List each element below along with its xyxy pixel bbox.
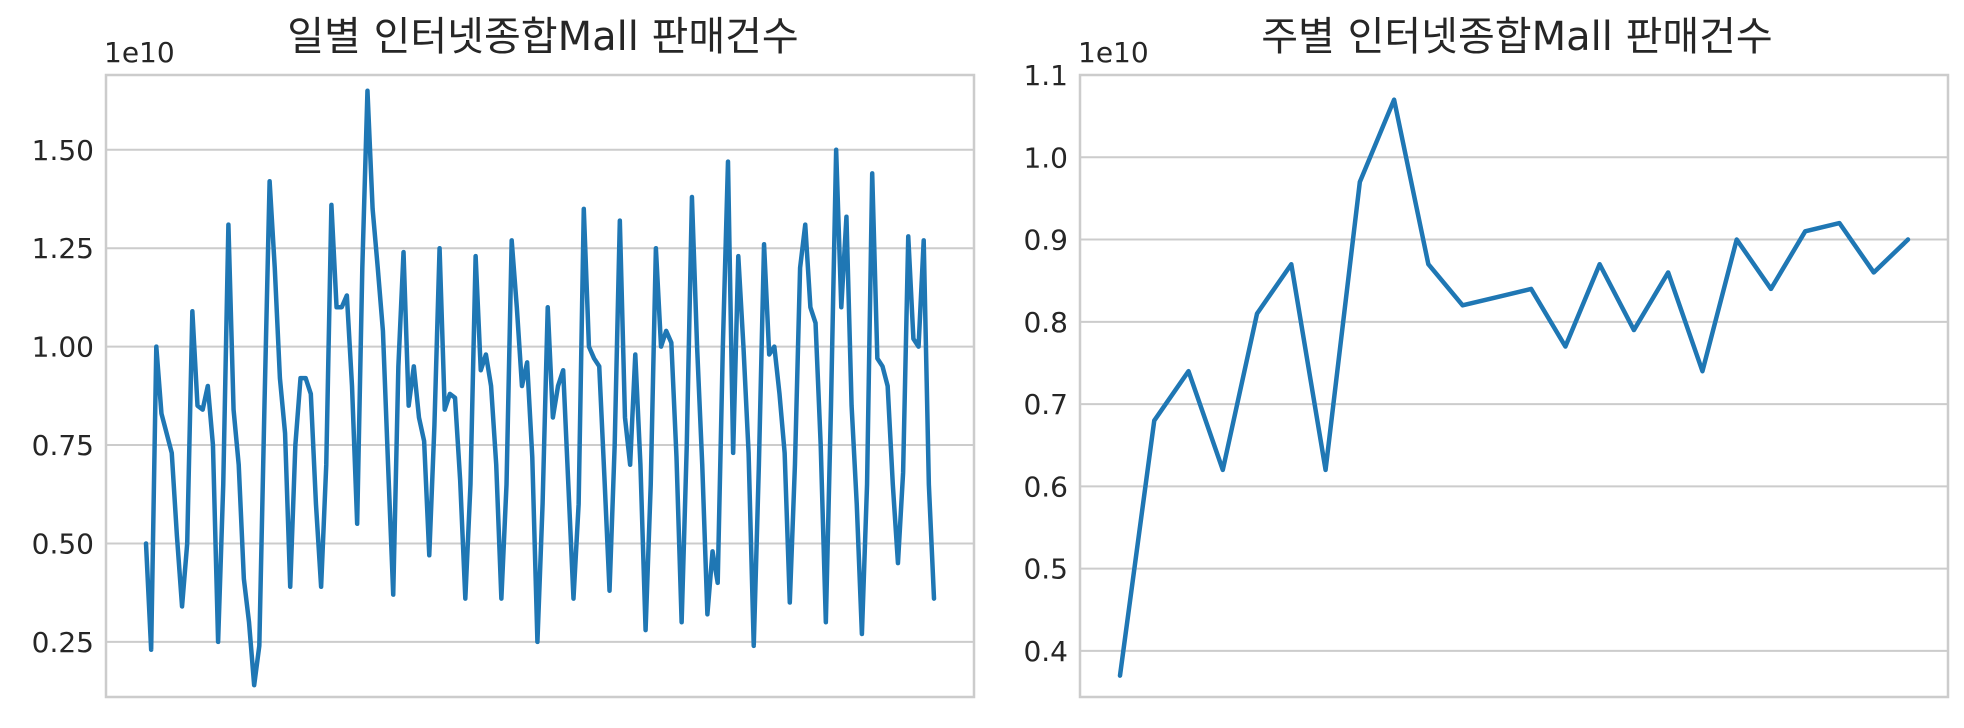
daily-plot-frame: [104, 73, 976, 699]
weekly-y-tick-label: 0.9: [1023, 224, 1068, 257]
daily-y-tick-label: 0.25: [32, 626, 94, 659]
weekly-y-tick-label: 1.1: [1023, 59, 1068, 92]
weekly-y-tick-labels: 0.4 0.5 0.6 0.7 0.8 0.9 1.0 1.1: [1023, 59, 1068, 668]
weekly-y-tick-label: 0.8: [1023, 306, 1068, 339]
daily-y-tick-label: 1.00: [32, 331, 94, 364]
weekly-chart-title: 주별 인터넷종합Mall 판매건수: [1261, 14, 1772, 60]
daily-sales-chart: 일별 인터넷종합Mall 판매건수 1e10 0.25 0.50 0.75 1.00 1…: [32, 14, 976, 699]
weekly-y-tick-label: 0.6: [1023, 470, 1068, 503]
weekly-sales-chart: 주별 인터넷종합Mall 판매건수 1e10 0.40.50.60.70.80.…: [1023, 14, 1950, 699]
weekly-plot-frame: [1078, 73, 1950, 699]
weekly-y-tick-label: 0.4: [1023, 635, 1068, 668]
daily-y-tick-label: 1.50: [32, 134, 94, 167]
daily-y-tick-labels: 0.25 0.50 0.75 1.00 1.25 1.50: [32, 134, 94, 659]
weekly-y-tick-label: 0.5: [1023, 553, 1068, 586]
daily-chart-title: 일별 인터넷종합Mall 판매건수: [287, 14, 798, 60]
daily-y-tick-label: 1.25: [32, 232, 94, 265]
daily-sales-line: [143, 88, 937, 688]
daily-y-tick-label: 0.50: [32, 527, 94, 560]
daily-y-offset-label: 1e10: [104, 36, 175, 69]
daily-gridlines: [106, 148, 974, 643]
daily-y-tick-label: 0.75: [32, 429, 94, 462]
weekly-y-offset-label: 1e10: [1078, 36, 1149, 69]
weekly-gridlines: [1080, 74, 1948, 652]
weekly-y-tick-label: 1.0: [1023, 141, 1068, 174]
weekly-y-tick-label: 0.7: [1023, 388, 1068, 421]
weekly-sales-line: [1117, 97, 1911, 678]
